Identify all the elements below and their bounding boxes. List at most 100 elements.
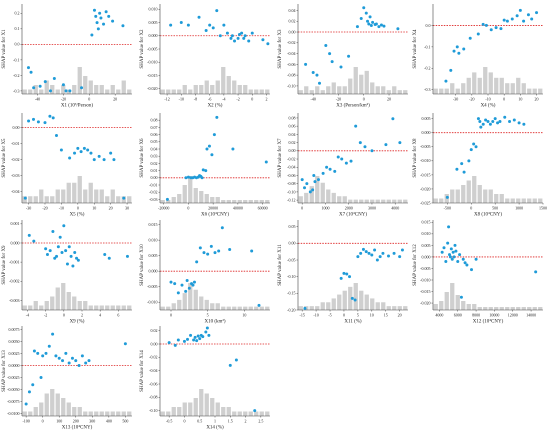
y-tick-label: -0.01 [149, 182, 157, 187]
y-axis-label: SHAP value for X1 [2, 29, 7, 69]
data-point [328, 52, 332, 56]
y-tick-label: 0.05 [151, 139, 158, 144]
y-tick-label: -0.04 [149, 368, 157, 373]
data-point [366, 19, 370, 23]
data-point [474, 145, 478, 149]
y-tick-label: 0.000 [149, 269, 158, 274]
histogram-bar [105, 411, 110, 416]
y-tick-label: -0.005 [420, 144, 430, 149]
data-point [64, 249, 68, 253]
x-tick-label: 60000 [258, 206, 268, 211]
data-point [321, 171, 325, 175]
histogram-bar [532, 88, 537, 94]
histogram-bar [348, 78, 353, 94]
data-point [179, 21, 183, 25]
data-point [312, 173, 316, 177]
data-point [198, 337, 202, 341]
y-axis-label: SHAP value for X11 [278, 244, 283, 286]
x-tick-label: 400 [106, 419, 112, 424]
data-point [27, 233, 31, 237]
y-tick-label: -0.001 [9, 260, 19, 265]
histogram-bar [94, 411, 99, 416]
data-point [253, 409, 257, 413]
histogram-bar [72, 85, 77, 94]
data-point [530, 17, 534, 21]
x-tick-label: -20 [61, 97, 66, 102]
histogram-bar [110, 189, 115, 203]
y-tick-label: 0.04 [289, 8, 296, 13]
y-axis-label: SHAP value for X14 [140, 350, 145, 392]
data-point [229, 36, 233, 40]
data-point [349, 159, 353, 163]
x-tick-label: -30 [453, 97, 458, 102]
histogram-bar [210, 303, 215, 310]
data-point [182, 339, 186, 343]
y-tick-label: -0.12 [287, 198, 295, 203]
data-point [189, 333, 193, 337]
data-point [27, 119, 31, 123]
x-axis-label: X9 (%) [70, 320, 85, 325]
data-point [222, 23, 226, 27]
histogram-bar [505, 307, 510, 310]
data-point [317, 81, 321, 85]
histogram-bar [171, 197, 176, 203]
data-point [111, 19, 115, 23]
x-tick-label: 8000 [472, 313, 480, 318]
histogram-bar [226, 76, 231, 94]
histogram-bar [237, 411, 242, 416]
y-tick-label: 0.0 [15, 42, 20, 47]
chart-panel-12: -0.020 -0.015 -0.010 -0.005 0.000 0.005 0.010 0… [413, 220, 543, 325]
histogram-bar [538, 198, 543, 203]
x-tick-label: -2 [236, 97, 239, 102]
data-point [48, 249, 52, 253]
data-point [502, 18, 506, 22]
histogram-bar [298, 306, 303, 310]
y-axis-label: SHAP value for X8 [413, 138, 418, 178]
x-axis-label: X6 (10⁴CNY) [201, 212, 229, 218]
x-tick-label: -5 [328, 313, 331, 318]
histogram-bar [342, 290, 347, 310]
x-axis-label: X10 (km²) [204, 319, 225, 325]
histogram-bar [298, 196, 303, 203]
histogram-bar [370, 82, 375, 94]
x-tick-label: 40000 [233, 206, 243, 211]
data-point [169, 280, 173, 284]
histogram-bar [466, 77, 471, 94]
x-axis-label: X11 (%) [344, 320, 362, 325]
histogram-bar [516, 77, 521, 94]
y-tick-label: -0.005 [147, 46, 157, 51]
data-point [186, 337, 189, 341]
y-tick-label: 0.0025 [9, 351, 20, 356]
data-point [462, 170, 466, 174]
histogram-bar [505, 198, 510, 203]
data-point [476, 32, 480, 36]
histogram-bar [505, 83, 510, 94]
y-tick-label: 0.05 [289, 224, 296, 229]
histogram-bar [348, 286, 353, 310]
histogram-bar [444, 292, 449, 310]
data-point [375, 258, 379, 262]
histogram-bar [259, 306, 264, 310]
histogram-bar [77, 301, 82, 310]
y-tick-label: -0.010 [420, 158, 430, 163]
histogram-bar [483, 189, 488, 203]
data-point [73, 251, 77, 255]
data-point [468, 36, 472, 40]
y-tick-label: -0.020 [147, 86, 157, 91]
chart-panel-13: -0.0100 -0.0075 -0.0050 -0.0025 0.0000 0.0025… [2, 326, 132, 431]
data-point [456, 260, 460, 264]
histogram-bar [72, 407, 77, 416]
data-point [460, 162, 464, 166]
histogram-bar [44, 301, 49, 310]
x-tick-label: 0 [343, 313, 345, 318]
y-tick-label: -0.10 [149, 408, 157, 413]
data-point [123, 342, 127, 346]
data-point [339, 65, 343, 69]
data-point [526, 13, 530, 17]
y-tick-label: 0.001 [11, 221, 20, 226]
histogram-bar [99, 305, 104, 310]
x-tick-label: 0 [183, 419, 185, 424]
data-point [387, 254, 391, 258]
x-tick-label: -20000 [158, 206, 169, 211]
histogram-bar [28, 305, 33, 310]
